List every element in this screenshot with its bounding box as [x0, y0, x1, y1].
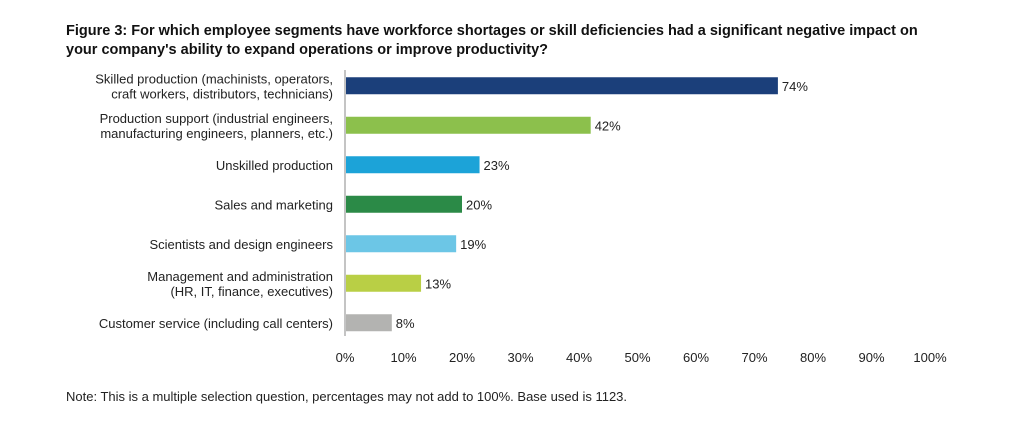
x-tick-label-90: 90% [858, 350, 884, 365]
category-label-6-line-1: Management and administration [147, 269, 333, 284]
x-tick-label-80: 80% [800, 350, 826, 365]
bar-4 [346, 195, 462, 213]
category-label-2-line-1: Production support (industrial engineers… [100, 111, 333, 126]
bar-5 [346, 235, 457, 253]
category-label-3: Unskilled production [216, 158, 333, 173]
x-tick-label-60: 60% [683, 350, 709, 365]
value-label-4: 20% [466, 197, 492, 212]
category-label-7: Customer service (including call centers… [99, 316, 333, 331]
bar-7 [346, 314, 392, 332]
category-label-5: Scientists and design engineers [149, 237, 333, 252]
x-tick-label-10: 10% [390, 350, 416, 365]
x-tick-label-20: 20% [449, 350, 475, 365]
bar-3 [346, 156, 480, 174]
bar-1 [346, 77, 778, 95]
category-label-1-line-2: craft workers, distributors, technicians… [111, 86, 333, 101]
category-label-4: Sales and marketing [214, 197, 333, 212]
chart-title-line-1: Figure 3: For which employee segments ha… [66, 23, 918, 39]
value-label-3: 23% [484, 158, 510, 173]
chart-note: Note: This is a multiple selection quest… [66, 389, 628, 404]
x-tick-label-30: 30% [507, 350, 533, 365]
category-label-1-line-1: Skilled production (machinists, operator… [95, 71, 333, 86]
chart-title: Figure 3: For which employee segments ha… [66, 22, 966, 60]
x-tick-label-50: 50% [624, 350, 650, 365]
value-label-6: 13% [425, 276, 451, 291]
value-label-1: 74% [782, 79, 808, 94]
x-tick-label-40: 40% [566, 350, 592, 365]
value-label-7: 8% [396, 316, 415, 331]
category-label-2-line-2: manufacturing engineers, planners, etc.) [100, 126, 333, 141]
category-label-6-line-2: (HR, IT, finance, executives) [170, 284, 333, 299]
bar-2 [346, 116, 591, 134]
x-tick-label-70: 70% [741, 350, 767, 365]
x-tick-label-0: 0% [336, 350, 355, 365]
bar-6 [346, 274, 422, 292]
chart-title-line-2: your company's ability to expand operati… [66, 42, 549, 58]
value-label-2: 42% [595, 118, 621, 133]
x-tick-label-100: 100% [913, 350, 947, 365]
value-label-5: 19% [460, 237, 486, 252]
